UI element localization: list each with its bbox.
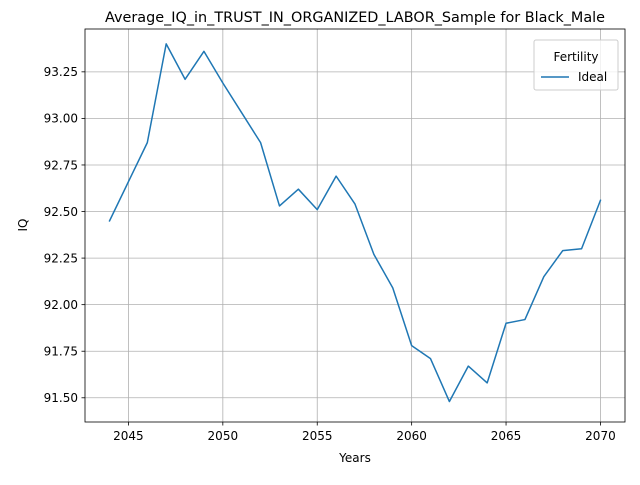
- y-tick-label: 92.50: [44, 205, 78, 219]
- data-point: [505, 322, 508, 325]
- x-tick-label: 2055: [302, 429, 333, 443]
- data-point: [221, 82, 224, 85]
- data-point: [580, 247, 583, 250]
- data-point: [486, 381, 489, 384]
- data-point: [523, 318, 526, 321]
- data-point: [429, 357, 432, 360]
- y-tick-label: 92.25: [44, 251, 78, 265]
- legend-label-ideal: Ideal: [578, 70, 607, 84]
- data-point: [202, 50, 205, 53]
- chart-title: Average_IQ_in_TRUST_IN_ORGANIZED_LABOR_S…: [105, 10, 605, 26]
- legend: Fertility Ideal: [533, 39, 619, 91]
- y-tick-label: 92.75: [44, 158, 78, 172]
- data-point: [599, 199, 602, 202]
- y-tick-label: 93.00: [44, 112, 78, 126]
- data-point: [448, 400, 451, 403]
- data-point: [184, 78, 187, 81]
- data-point: [297, 188, 300, 191]
- data-point: [391, 286, 394, 289]
- data-point: [259, 141, 262, 144]
- data-point: [240, 111, 243, 114]
- x-tick-label: 2045: [113, 429, 144, 443]
- data-point: [561, 249, 564, 252]
- x-tick-label: 2065: [491, 429, 522, 443]
- data-point: [354, 203, 357, 206]
- data-point: [372, 253, 375, 256]
- axes-frame: [84, 28, 626, 423]
- series-line-ideal: [108, 43, 602, 403]
- y-tick-label: 92.00: [44, 298, 78, 312]
- plot-area: [85, 29, 625, 422]
- series-layer: [108, 42, 602, 403]
- y-tick-label: 93.25: [44, 65, 78, 79]
- ticks: 2045 2050 2055 2060 2065 2070 91.50 91.75 92.00 9…: [44, 65, 616, 443]
- data-point: [410, 344, 413, 347]
- data-point: [335, 175, 338, 178]
- data-point: [278, 204, 281, 207]
- y-axis-label: IQ: [16, 219, 30, 232]
- data-point: [127, 180, 130, 183]
- y-tick-label: 91.75: [44, 345, 78, 359]
- x-axis-label: Years: [338, 451, 371, 465]
- x-tick-label: 2050: [208, 429, 239, 443]
- data-point: [165, 42, 168, 45]
- data-point: [316, 208, 319, 211]
- data-point: [108, 219, 111, 222]
- data-point: [542, 275, 545, 278]
- legend-title: Fertility: [553, 50, 598, 64]
- data-point: [467, 365, 470, 368]
- gridlines: [85, 29, 625, 422]
- x-tick-label: 2070: [585, 429, 616, 443]
- x-tick-label: 2060: [396, 429, 427, 443]
- data-point: [146, 141, 149, 144]
- y-tick-label: 91.50: [44, 391, 78, 405]
